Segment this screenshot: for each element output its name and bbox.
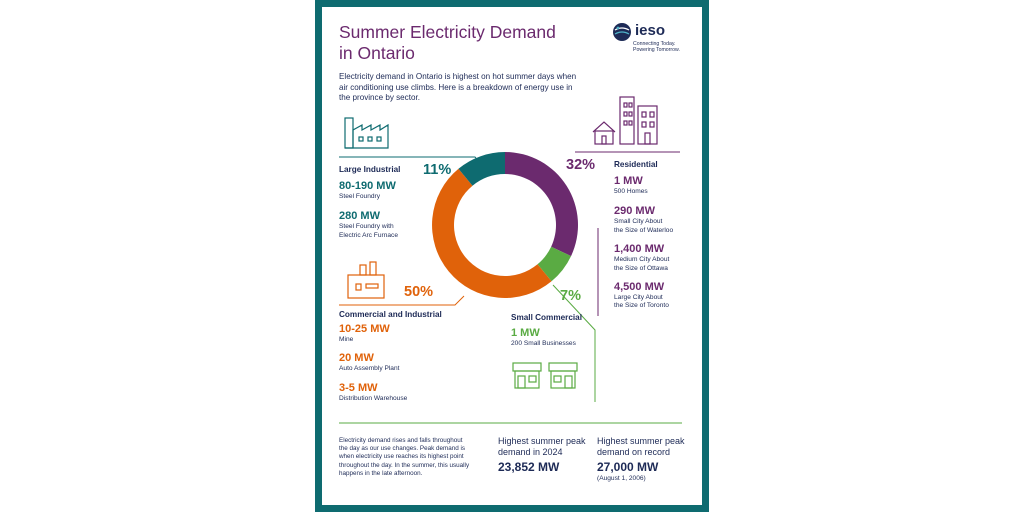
sector-donut-chart [432, 152, 578, 298]
residential-desc-1: 500 Homes [614, 188, 648, 195]
commercial-industrial-mw-2: 20 MW [339, 352, 374, 365]
large-industrial-mw-2: 280 MW [339, 210, 380, 223]
small-commercial-connector [552, 284, 596, 402]
record-peak-block: Highest summer peak demand on record 27,… [597, 436, 697, 483]
small-commercial-mw-1: 1 MW [511, 327, 540, 339]
intro-text: Electricity demand in Ontario is highest… [339, 72, 577, 103]
title-line-2: in Ontario [339, 43, 415, 63]
page-title: Summer Electricity Demand in Ontario [339, 22, 579, 64]
footer-note-line-3: when electricity use reaches its highest… [339, 453, 464, 461]
donut-slice-small-commercial [537, 246, 572, 282]
small-business-shops-icon [512, 362, 578, 389]
residential-title: Residential [614, 160, 658, 169]
residential-mw-2: 290 MW [614, 205, 655, 218]
large-industrial-list: 80-190 MW Steel Foundry 280 MW Steel Fou… [339, 180, 449, 240]
footer-note-line-2: the day as our use changes. Peak demand … [339, 445, 466, 453]
peak-2024-label-2: demand in 2024 [498, 447, 563, 457]
small-commercial-desc-1: 200 Small Businesses [511, 340, 576, 347]
peak-2024-block: Highest summer peak demand in 2024 23,85… [498, 436, 593, 474]
residential-percent: 32% [566, 157, 596, 173]
commercial-industrial-list: 10-25 MW Mine 20 MW Auto Assembly Plant … [339, 323, 459, 403]
tagline-line-1: Connecting Today. [633, 41, 676, 47]
residential-buildings-icon [592, 96, 658, 145]
small-commercial-percent: 7% [560, 288, 581, 304]
residential-mw-1: 1 MW [614, 175, 643, 187]
residential-mw-4: 4,500 MW [614, 281, 665, 294]
ieso-tagline: Connecting Today. Powering Tomorrow. [633, 41, 680, 54]
ieso-logo-text: ieso [635, 22, 666, 39]
peak-2024-value: 23,852 MW [498, 460, 560, 474]
industrial-plant-icon [347, 261, 385, 299]
footer-note-line-4: throughout the day. In the summer, this … [339, 461, 470, 469]
footer-note: Electricity demand rises and falls throu… [339, 437, 489, 478]
residential-mw-3: 1,400 MW [614, 243, 665, 256]
commercial-industrial-connector [339, 295, 465, 306]
commercial-industrial-mw-1: 10-25 MW [339, 323, 390, 335]
record-date: (August 1, 2006) [597, 475, 646, 482]
residential-desc-2b: the Size of Waterloo [614, 226, 674, 234]
commercial-industrial-desc-1: Mine [339, 336, 354, 343]
small-commercial-list: 1 MW 200 Small Businesses [511, 327, 601, 348]
commercial-industrial-percent: 50% [404, 284, 434, 300]
large-industrial-desc-1: Steel Foundry [339, 193, 381, 200]
large-industrial-mw-1: 80-190 MW [339, 180, 396, 192]
large-industrial-percent: 11% [423, 162, 452, 178]
record-label-2: demand on record [597, 447, 671, 457]
residential-list: 1 MW 500 Homes 290 MW Small City About t… [614, 175, 704, 311]
large-industrial-title: Large Industrial [339, 165, 401, 174]
large-industrial-desc-2a: Steel Foundry with [339, 223, 394, 231]
residential-desc-3b: the Size of Ottawa [614, 264, 668, 272]
commercial-industrial-title: Commercial and Industrial [339, 310, 442, 319]
commercial-industrial-mw-3: 3-5 MW [339, 381, 378, 394]
residential-desc-4a: Large City About [614, 294, 663, 302]
peak-2024-label-1: Highest summer peak [498, 436, 586, 446]
title-line-1: Summer Electricity Demand [339, 22, 556, 42]
factory-icon [344, 117, 389, 149]
donut-slice-large-industrial [458, 152, 505, 186]
large-industrial-desc-2b: Electric Arc Furnace [339, 231, 398, 239]
small-commercial-title: Small Commercial [511, 313, 582, 322]
tagline-line-2: Powering Tomorrow. [633, 47, 680, 54]
donut-slice-residential [505, 152, 578, 257]
residential-desc-3a: Medium City About [614, 256, 670, 264]
footer-note-line-5: happens in the late afternoon. [339, 469, 423, 477]
commercial-industrial-desc-2: Auto Assembly Plant [339, 365, 400, 373]
record-label-1: Highest summer peak [597, 436, 685, 446]
footer-note-line-1: Electricity demand rises and falls throu… [339, 437, 463, 444]
infographic-card [322, 7, 702, 505]
donut-slice-commercial-and-industrial [432, 168, 552, 298]
ieso-globe-icon [613, 23, 631, 41]
commercial-industrial-desc-3: Distribution Warehouse [339, 394, 408, 402]
residential-desc-2a: Small City About [614, 218, 663, 226]
record-value: 27,000 MW [597, 460, 659, 474]
residential-desc-4b: the Size of Toronto [614, 302, 669, 310]
